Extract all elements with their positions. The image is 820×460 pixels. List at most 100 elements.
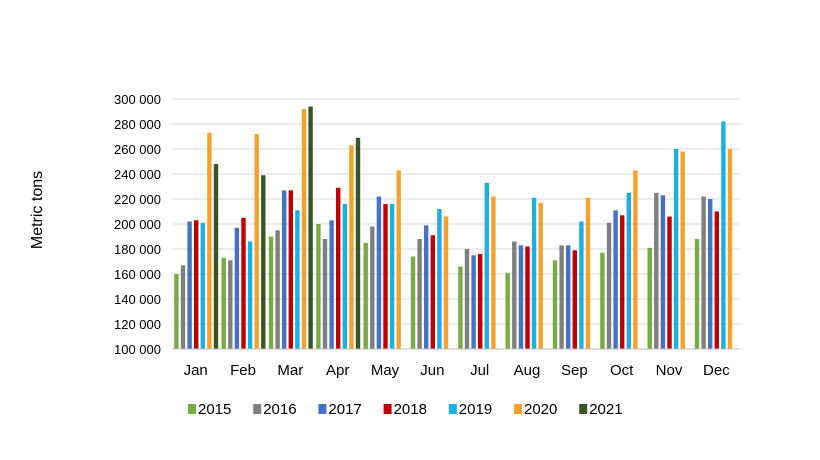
bar-2017-jan: [187, 221, 192, 349]
bar-2019-apr: [342, 204, 347, 349]
bar-2018-oct: [620, 215, 625, 350]
bar-2016-jun: [417, 239, 422, 349]
bar-2020-may: [396, 170, 401, 350]
bar-2016-jan: [180, 265, 186, 350]
legend-swatch-2019: [448, 404, 457, 414]
bar-2015-aug: [505, 272, 510, 350]
y-tick-label: 300 000: [114, 92, 161, 107]
bar-2015-apr: [316, 224, 321, 349]
y-tick-label: 200 000: [114, 217, 161, 232]
bar-2019-jul: [484, 182, 489, 350]
bar-2015-jun: [410, 256, 416, 349]
y-tick-label: 280 000: [114, 117, 161, 132]
y-tick-label: 240 000: [114, 167, 161, 182]
bar-2020-oct: [633, 170, 638, 350]
bar-2015-feb: [221, 257, 226, 350]
x-tick-label: Oct: [610, 362, 634, 379]
y-tick-label: 140 000: [114, 292, 161, 307]
bar-2019-may: [389, 204, 395, 349]
legend-swatch-2016: [253, 404, 262, 414]
bar-2017-oct: [613, 210, 618, 350]
bar-2020-jun: [443, 216, 449, 349]
x-tick-label: Aug: [514, 362, 541, 379]
bar-2016-sep: [559, 245, 564, 350]
y-axis-title: Metric tons: [29, 171, 46, 249]
x-tick-label: Jun: [420, 362, 444, 379]
bar-2017-aug: [518, 245, 524, 350]
y-tick-label: 260 000: [114, 142, 161, 157]
bar-2017-dec: [708, 199, 713, 349]
bar-2018-mar: [288, 190, 293, 350]
bar-series: [174, 106, 733, 350]
legend-swatch-2021: [579, 404, 588, 414]
x-tick-label: Mar: [277, 362, 303, 379]
bar-2019-dec: [721, 121, 726, 349]
bar-2017-jul: [471, 255, 476, 350]
bar-2016-jul: [464, 249, 470, 349]
bar-2017-may: [376, 196, 382, 349]
bar-2020-apr: [349, 145, 354, 350]
x-tick-label: Apr: [326, 362, 349, 379]
x-tick-label: Dec: [703, 362, 730, 379]
bar-2017-feb: [234, 227, 240, 350]
gridlines: [172, 98, 740, 350]
bar-2017-mar: [282, 190, 287, 350]
bar-2021-jan: [213, 164, 219, 349]
bar-2020-jan: [207, 132, 212, 350]
legend-swatch-2018: [383, 404, 392, 414]
y-tick-label: 220 000: [114, 192, 161, 207]
bar-2019-jun: [437, 209, 442, 349]
bar-2016-oct: [606, 222, 612, 350]
bar-2018-nov: [667, 216, 672, 349]
y-axis-ticks: 100 000 120 000 140 000 160 000 180 000 200 0…: [114, 92, 161, 357]
legend-label: 2017: [328, 401, 361, 418]
bar-2017-jun: [424, 225, 429, 350]
bar-2020-sep: [585, 197, 591, 350]
bar-2021-feb: [261, 175, 266, 350]
bar-2019-aug: [531, 197, 537, 350]
x-tick-label: Jan: [184, 362, 208, 379]
bar-2017-nov: [660, 195, 666, 350]
bar-2015-dec: [694, 239, 700, 349]
bar-2015-jul: [458, 266, 463, 349]
bar-2016-may: [370, 226, 375, 349]
x-tick-label: May: [371, 362, 400, 379]
bar-2018-sep: [572, 250, 577, 350]
x-tick-label: Jul: [470, 362, 489, 379]
bar-2016-apr: [322, 239, 328, 349]
bar-2020-mar: [301, 109, 307, 349]
legend: 2015 2016 2017 2018 2019 2020 2021: [188, 401, 623, 418]
bar-2020-nov: [680, 151, 685, 349]
x-tick-label: Feb: [230, 362, 256, 379]
bar-2019-nov: [673, 149, 679, 349]
legend-swatch-2017: [318, 404, 327, 414]
y-tick-label: 100 000: [114, 342, 161, 357]
bar-2018-dec: [714, 211, 719, 349]
bar-2020-dec: [727, 149, 733, 349]
bar-2016-dec: [701, 196, 706, 349]
x-axis-ticks: Jan Feb Mar Apr May Jun Jul Aug Sep Oct Nov Dec: [184, 362, 731, 379]
bar-2016-mar: [275, 230, 280, 350]
bar-2018-jul: [478, 254, 483, 349]
bar-2018-feb: [241, 217, 246, 350]
x-tick-label: Sep: [561, 362, 588, 379]
legend-swatch-2020: [514, 404, 522, 414]
x-tick-label: Nov: [656, 362, 683, 379]
bar-2019-oct: [626, 192, 631, 350]
bar-2015-nov: [647, 247, 652, 350]
bar-2016-feb: [228, 260, 233, 350]
bar-2020-aug: [538, 202, 543, 350]
legend-label: 2016: [263, 401, 296, 418]
bar-2019-sep: [579, 221, 584, 349]
bar-2015-oct: [600, 252, 605, 350]
bar-2017-sep: [566, 245, 571, 350]
legend-label: 2019: [459, 401, 492, 418]
legend-swatch-2015: [188, 404, 196, 414]
y-tick-label: 160 000: [114, 267, 161, 282]
bar-2018-apr: [336, 187, 341, 350]
bar-2019-feb: [247, 241, 253, 349]
bar-2018-aug: [525, 246, 530, 349]
bar-2021-apr: [355, 137, 361, 350]
y-tick-label: 180 000: [114, 242, 161, 257]
bar-2016-nov: [654, 192, 659, 350]
